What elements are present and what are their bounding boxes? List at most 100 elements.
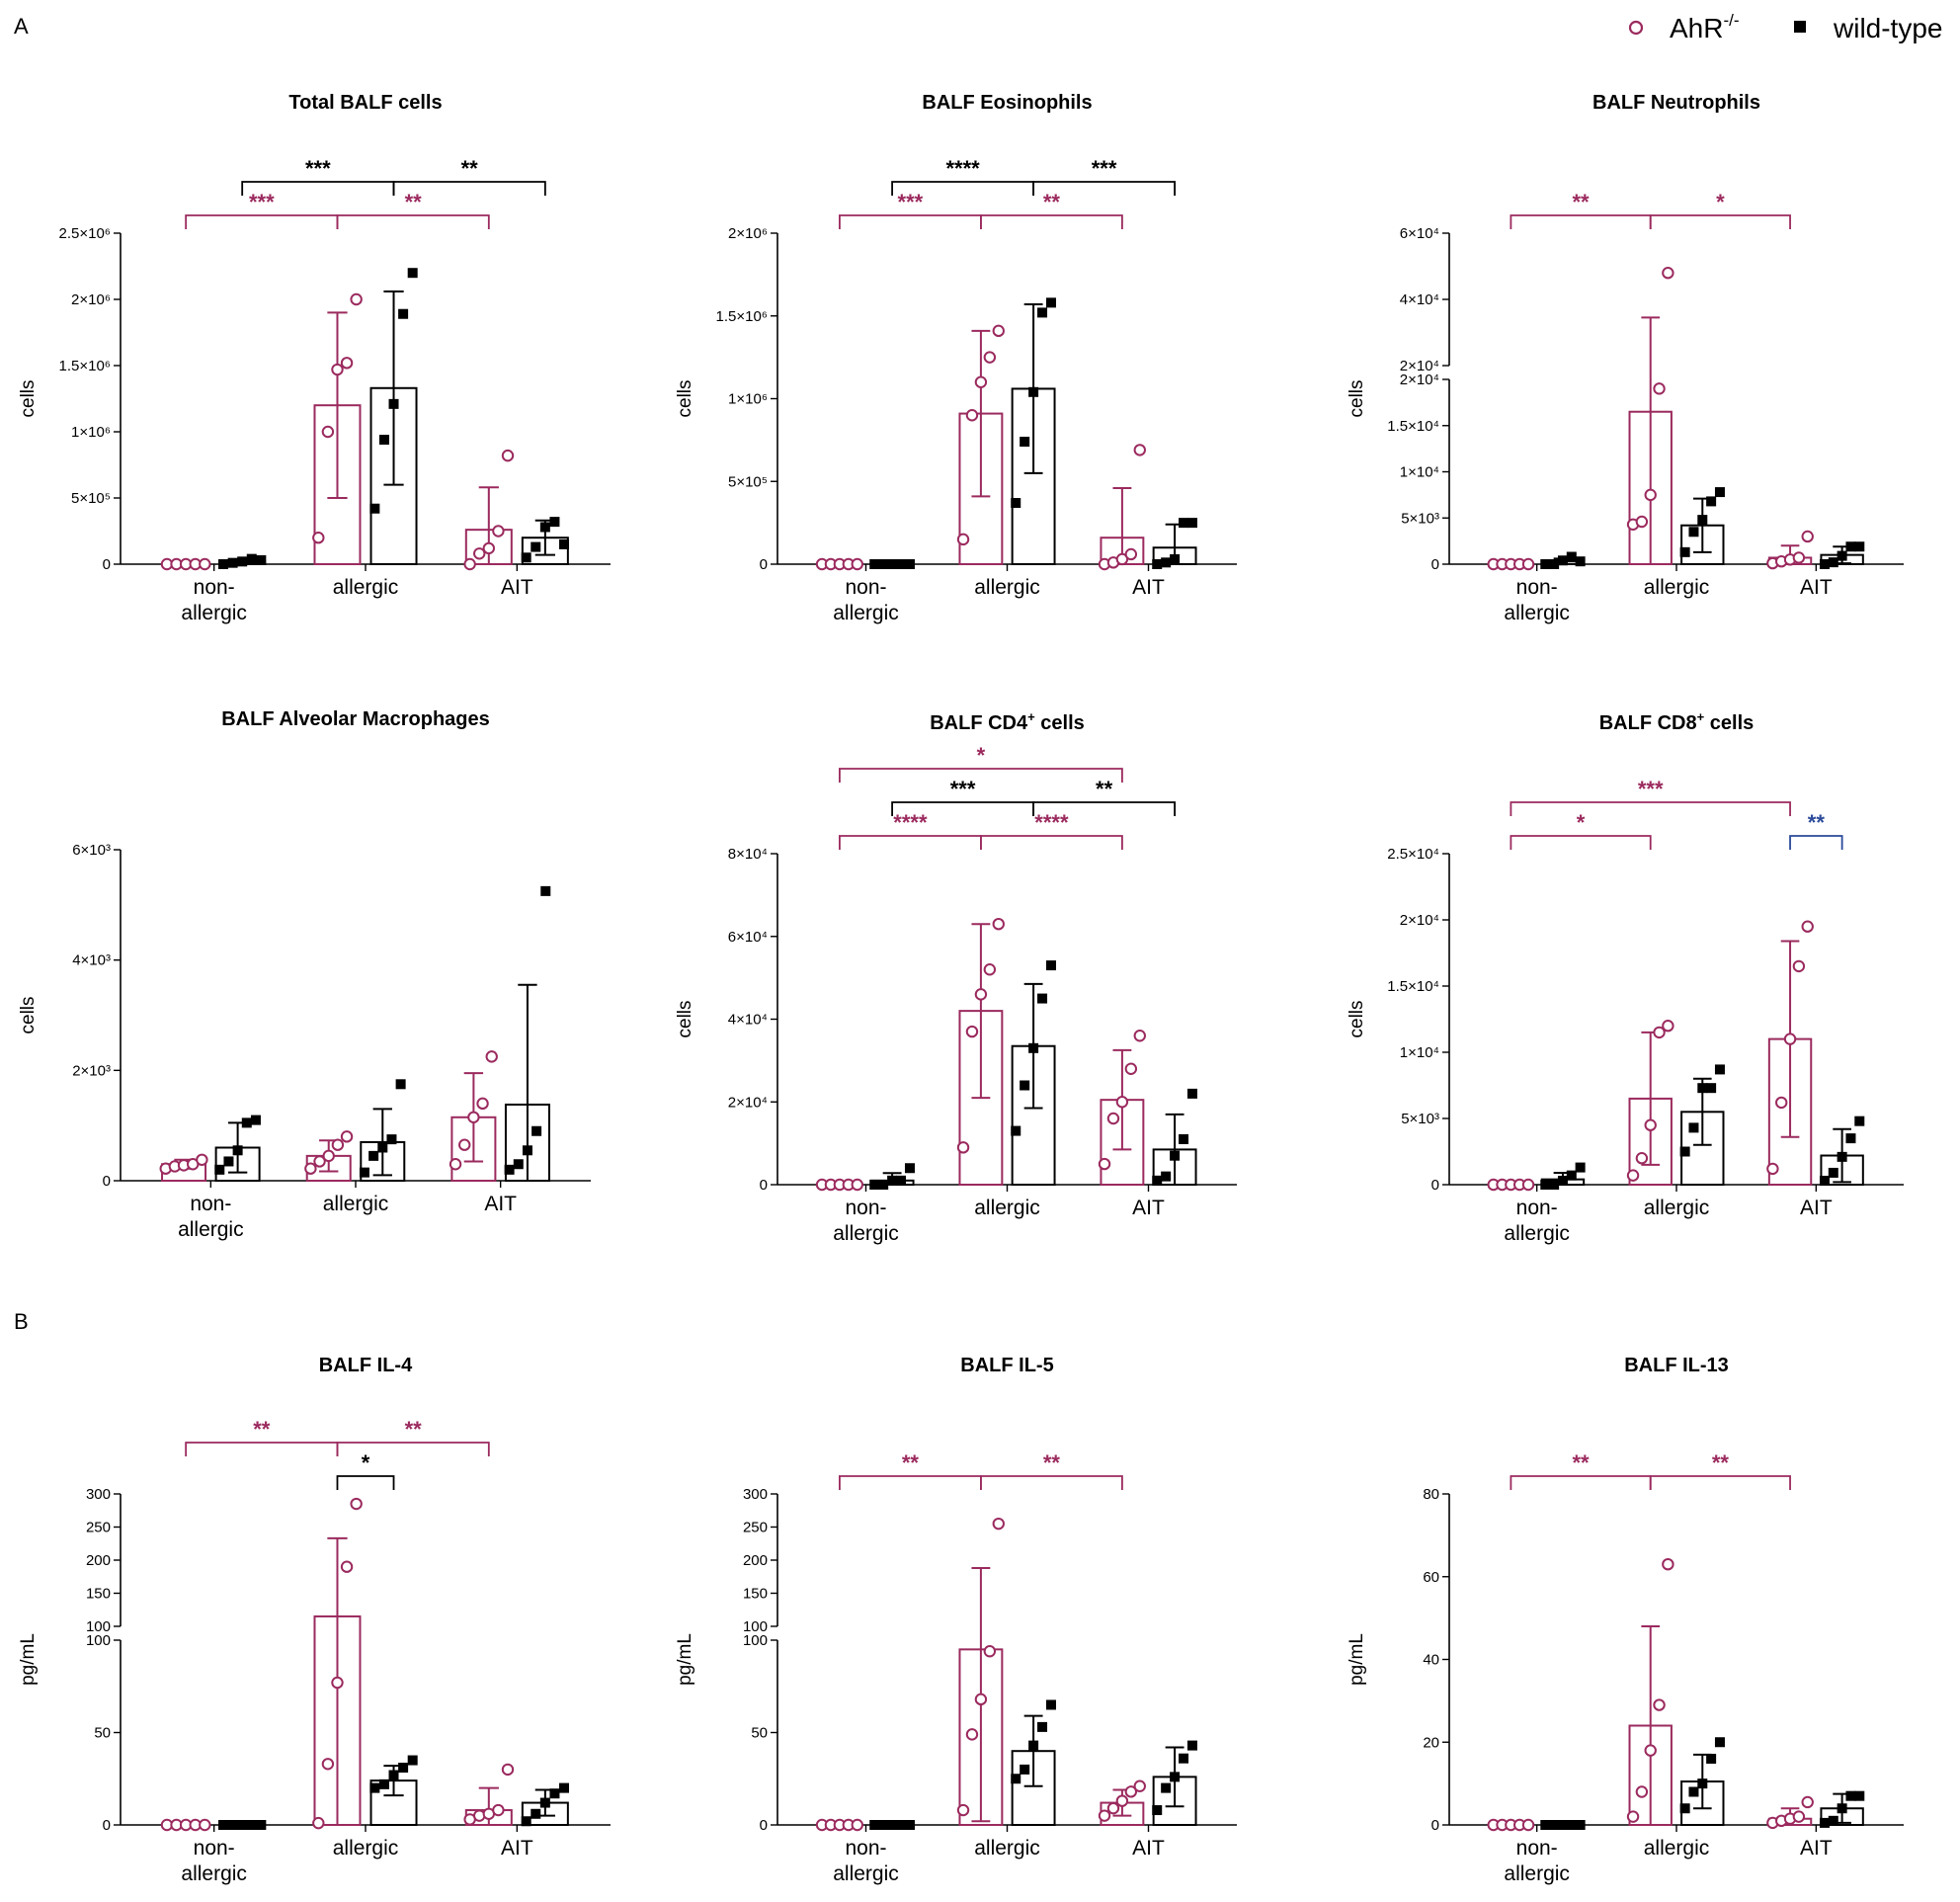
data-point-ahr <box>482 541 496 555</box>
x-category-label: AIT <box>1132 576 1165 599</box>
data-point-ahr <box>1662 1020 1674 1033</box>
data-point-wt <box>539 1797 550 1808</box>
y-tick-label: 1×10⁴ <box>1400 464 1439 481</box>
data-point-wt <box>1161 1171 1172 1182</box>
chart-title: BALF Neutrophils <box>1592 92 1760 114</box>
data-point-wt <box>378 1778 389 1789</box>
y-tick-label: 250 <box>86 1520 111 1536</box>
significance-label: * <box>362 1450 370 1475</box>
data-point-wt <box>246 553 257 564</box>
significance-label: ** <box>1572 190 1590 214</box>
data-point-wt <box>1854 541 1865 552</box>
data-point-ahr <box>467 1111 480 1123</box>
significance-label: ** <box>1712 1450 1730 1475</box>
x-category-label: allergic <box>974 1197 1040 1219</box>
data-point-wt <box>1566 1820 1577 1830</box>
data-point-wt <box>1170 1772 1181 1782</box>
significance-bracket <box>839 768 1123 783</box>
data-point-ahr <box>340 1560 354 1573</box>
data-point-wt <box>368 1150 379 1161</box>
x-category-label: allergic <box>181 1862 247 1885</box>
significance-label: *** <box>1092 156 1117 181</box>
data-point-wt <box>1575 1162 1586 1173</box>
data-point-wt <box>1828 1815 1838 1826</box>
x-category-label: allergic <box>333 576 399 599</box>
y-tick-label: 1.5×10⁴ <box>1387 418 1439 435</box>
data-point-ahr <box>321 425 335 439</box>
panel-label-b: B <box>14 1309 29 1334</box>
significance-label: ** <box>253 1417 271 1442</box>
chart-title: BALF Alveolar Macrophages <box>221 708 490 730</box>
x-category-label: AIT <box>1800 1197 1833 1219</box>
data-point-wt <box>1020 1764 1030 1775</box>
y-axis-label: cells <box>1347 379 1367 417</box>
y-tick-label: 5×10⁵ <box>71 490 111 507</box>
y-tick-label: 0 <box>103 556 111 573</box>
data-point-wt <box>1837 1151 1847 1162</box>
data-point-wt <box>1679 546 1690 557</box>
x-category-label: non- <box>1516 1197 1558 1219</box>
data-point-wt <box>1845 1790 1856 1801</box>
chart-5: BALF CD4+ cells 0 2×10⁴ 4×10⁴ 6×10⁴ 8×10⁴ cell… <box>675 709 1237 1245</box>
data-point-ahr <box>1626 1169 1640 1182</box>
data-point-wt <box>1854 1116 1865 1126</box>
significance-bracket <box>980 1475 1123 1490</box>
chart-title-superscript: + <box>1697 709 1705 724</box>
data-point-wt <box>1854 1790 1865 1801</box>
data-point-wt <box>1161 557 1172 568</box>
data-point-ahr <box>304 1162 317 1175</box>
data-point-wt <box>1170 1150 1181 1161</box>
significance-label: **** <box>1034 810 1069 835</box>
data-point-wt <box>549 1788 560 1799</box>
data-point-ahr <box>992 324 1005 338</box>
y-tick-label: 1×10⁶ <box>728 391 768 408</box>
y-tick-label: 0 <box>103 1817 111 1834</box>
data-point-ahr <box>1653 1026 1666 1039</box>
significance-bracket <box>336 1442 490 1456</box>
significance-bracket <box>980 214 1123 229</box>
data-point-wt <box>878 559 889 569</box>
data-point-wt <box>869 1820 880 1830</box>
chart-title: BALF Eosinophils <box>922 92 1092 114</box>
data-point-wt <box>1575 556 1586 567</box>
significance-bracket <box>839 214 982 229</box>
y-tick-label: 5×10⁵ <box>728 473 768 490</box>
x-category-label: allergic <box>1644 576 1710 599</box>
y-tick-label: 4×10⁴ <box>728 1012 768 1029</box>
data-point-wt <box>521 552 531 563</box>
data-point-ahr <box>1792 959 1806 973</box>
significance-label: *** <box>898 190 924 214</box>
x-category-label: allergic <box>333 1837 399 1860</box>
y-tick-label: 150 <box>86 1586 111 1603</box>
data-point-ahr <box>1801 920 1814 933</box>
y-axis-label: pg/mL <box>1347 1633 1367 1686</box>
data-point-ahr <box>321 1758 335 1771</box>
y-tick-label: 2.5×10⁴ <box>1387 846 1439 863</box>
y-axis-label: cells <box>18 379 39 417</box>
data-point-wt <box>1557 1820 1568 1830</box>
y-tick-label: 5×10³ <box>1401 510 1439 527</box>
y-tick-label: 0 <box>760 1817 768 1834</box>
chart-title-end: cells <box>1704 712 1754 734</box>
data-point-wt <box>1028 1042 1039 1053</box>
x-category-label: allergic <box>833 1222 899 1245</box>
data-point-wt <box>896 1820 907 1830</box>
significance-label: * <box>1577 810 1586 835</box>
data-point-wt <box>218 1820 229 1830</box>
data-point-ahr <box>1766 1162 1779 1176</box>
significance-label: **** <box>945 156 980 181</box>
significance-bracket <box>1510 835 1652 850</box>
y-tick-label: 2.5×10⁶ <box>59 225 111 242</box>
data-point-wt <box>256 1820 267 1830</box>
data-point-wt <box>1011 1125 1021 1136</box>
data-point-wt <box>1045 960 1056 971</box>
data-point-wt <box>904 1163 915 1174</box>
data-point-wt <box>1706 496 1717 507</box>
data-point-wt <box>1152 1175 1163 1186</box>
data-point-wt <box>1011 498 1021 509</box>
data-point-wt <box>223 1156 234 1167</box>
significance-bracket <box>980 835 1123 850</box>
data-point-ahr <box>473 547 486 560</box>
data-point-wt <box>232 1145 243 1156</box>
